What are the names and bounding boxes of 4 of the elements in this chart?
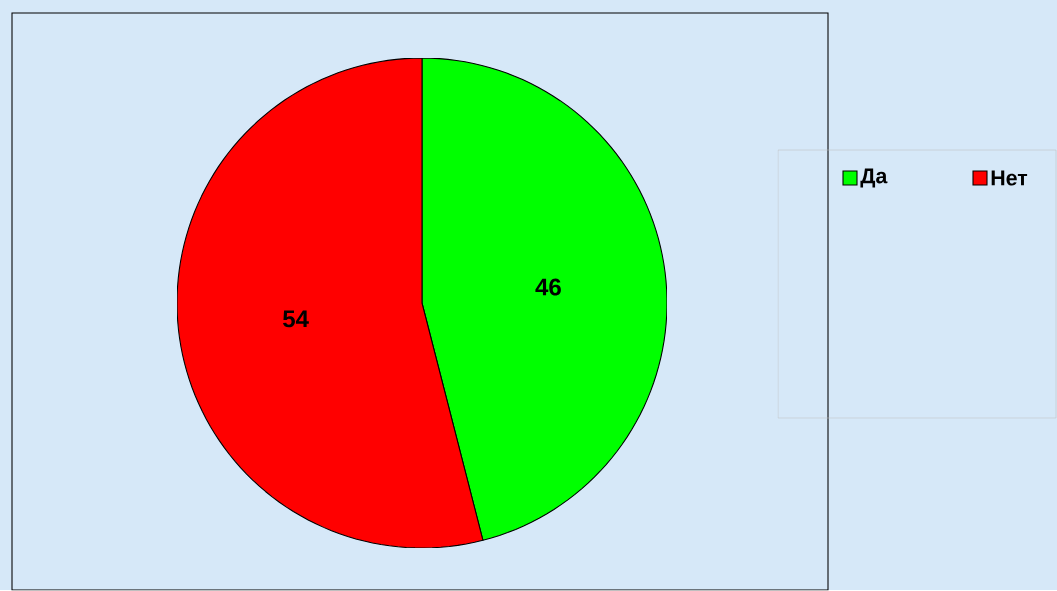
data-label: 54 xyxy=(282,310,309,328)
legend-label: Да xyxy=(860,168,888,188)
data-label: 46 xyxy=(535,278,561,296)
legend-label: Нет xyxy=(991,170,1028,186)
